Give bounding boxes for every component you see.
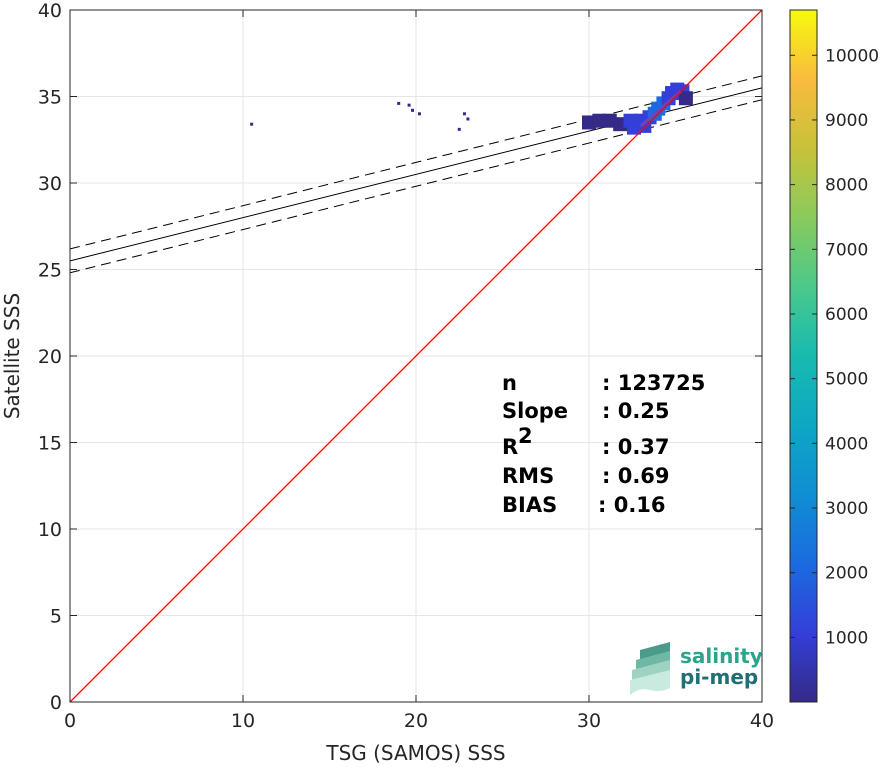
- stat-r2-sup: 2: [518, 424, 533, 448]
- y-tick-label: 5: [50, 606, 62, 628]
- logo-line2: pi-mep: [680, 665, 758, 689]
- colorbar-tick-label: 4000: [825, 434, 868, 454]
- x-tick-label: 40: [750, 710, 774, 732]
- colorbar-tick-label: 3000: [825, 499, 868, 519]
- y-tick-label: 0: [50, 692, 62, 714]
- y-tick-label: 35: [38, 87, 62, 109]
- y-tick-label: 15: [38, 433, 62, 455]
- y-tick-label: 25: [38, 260, 62, 282]
- colorbar-tick-label: 5000: [825, 370, 868, 390]
- stat-r2-label: R: [502, 435, 518, 459]
- colorbar-tick-label: 10000: [825, 46, 879, 66]
- colorbar-tick-label: 6000: [825, 305, 868, 325]
- stat-rms-label: RMS: [502, 464, 554, 488]
- x-tick-label: 0: [64, 710, 76, 732]
- y-tick-label: 10: [38, 519, 62, 541]
- density-cell: [411, 108, 415, 112]
- colorbar-tick-label: 1000: [825, 628, 868, 648]
- identity-line: [70, 10, 762, 702]
- density-cell: [407, 103, 411, 107]
- density-cell: [457, 127, 461, 131]
- stat-bias-value: : 0.16: [598, 493, 666, 517]
- logo-line1: salinity: [680, 644, 763, 668]
- stat-rms-value: : 0.69: [602, 464, 670, 488]
- x-axis-ticks: 0 10 20 30 40: [64, 10, 774, 732]
- stat-n-label: n: [502, 371, 517, 395]
- density-cell: [678, 91, 693, 106]
- density-cell: [466, 117, 470, 121]
- y-axis-ticks: 0 5 10 15 20 25 30 35 40: [38, 0, 762, 714]
- y-tick-label: 40: [38, 0, 62, 22]
- regression-upper-band: [70, 75, 762, 250]
- density-cell: [417, 112, 421, 116]
- y-tick-label: 20: [38, 346, 62, 368]
- stats-block: n : 123725 Slope : 0.25 R 2 : 0.37 RMS :…: [502, 371, 705, 517]
- colorbar: [789, 9, 818, 703]
- y-axis-label: Satellite SSS: [0, 293, 24, 419]
- waves-icon: [630, 642, 670, 695]
- y-tick-label: 30: [38, 173, 62, 195]
- x-tick-label: 20: [404, 710, 428, 732]
- colorbar-tick-label: 8000: [825, 176, 868, 196]
- stat-r2-value: : 0.37: [602, 435, 670, 459]
- salinity-pi-mep-logo: salinity pi-mep: [630, 642, 763, 695]
- x-tick-label: 30: [577, 710, 601, 732]
- colorbar-tick-label: 7000: [825, 240, 868, 260]
- identity-line-group: [70, 10, 762, 702]
- stat-slope-label: Slope: [502, 399, 568, 423]
- stat-slope-value: : 0.25: [602, 399, 670, 423]
- x-axis-label: TSG (SAMOS) SSS: [325, 741, 505, 765]
- density-cell: [250, 122, 254, 126]
- stat-n-value: : 123725: [602, 371, 705, 395]
- colorbar-ticks: 1000 2000 3000 4000 5000 6000 7000 8000 9000 1000…: [790, 46, 879, 648]
- density-cells: [250, 82, 693, 135]
- x-tick-label: 10: [231, 710, 255, 732]
- colorbar-tick-label: 2000: [825, 564, 868, 584]
- density-cell: [397, 101, 401, 105]
- colorbar-tick-label: 9000: [825, 111, 868, 131]
- stat-bias-label: BIAS: [502, 493, 557, 517]
- density-cell: [462, 112, 466, 116]
